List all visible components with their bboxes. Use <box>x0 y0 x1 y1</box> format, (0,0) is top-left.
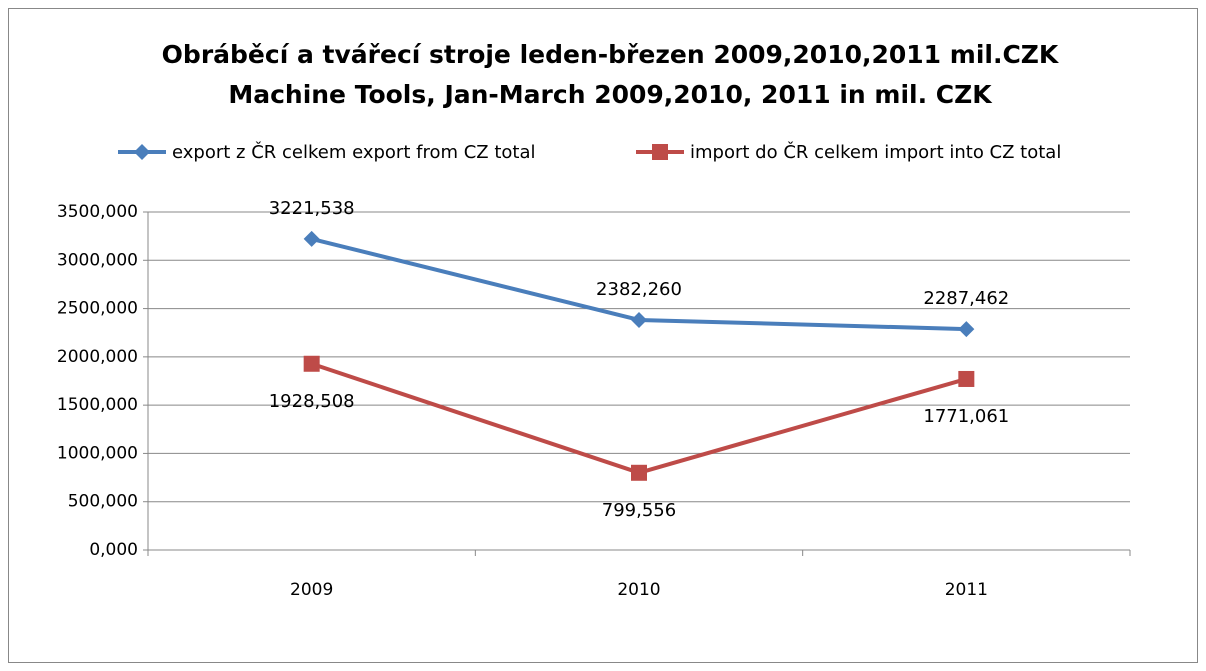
data-label: 1771,061 <box>923 406 1009 427</box>
legend-marker <box>652 144 668 160</box>
data-label: 799,556 <box>602 500 676 521</box>
y-tick-label: 0,000 <box>89 540 138 560</box>
data-label: 1928,508 <box>269 391 355 412</box>
y-tick-label: 2000,000 <box>57 347 138 367</box>
marker <box>631 311 647 328</box>
chart-border <box>8 8 1198 663</box>
y-tick-label: 500,000 <box>68 492 138 512</box>
chart-title: Obráběcí a tvářecí stroje leden-březen 2… <box>162 40 1060 69</box>
x-tick-label: 2010 <box>617 580 660 600</box>
data-label: 2287,462 <box>923 288 1009 309</box>
data-label: 3221,538 <box>269 198 355 219</box>
marker <box>958 321 975 338</box>
marker <box>631 464 647 481</box>
y-tick-label: 3000,000 <box>57 250 138 270</box>
legend-label: import do ČR celkem import into CZ total <box>690 141 1061 163</box>
legend-marker <box>134 144 150 160</box>
y-tick-label: 1500,000 <box>57 395 138 415</box>
marker <box>958 370 975 387</box>
chart-title: Machine Tools, Jan-March 2009,2010, 2011… <box>228 80 993 109</box>
x-tick-label: 2009 <box>290 580 333 600</box>
legend-label: export z ČR celkem export from CZ total <box>172 141 536 163</box>
y-tick-label: 3500,000 <box>57 202 138 222</box>
marker <box>303 230 320 247</box>
y-tick-label: 1000,000 <box>57 443 138 463</box>
data-label: 2382,260 <box>596 279 682 300</box>
x-tick-label: 2011 <box>945 580 988 600</box>
y-tick-label: 2500,000 <box>57 299 138 319</box>
marker <box>303 355 320 372</box>
